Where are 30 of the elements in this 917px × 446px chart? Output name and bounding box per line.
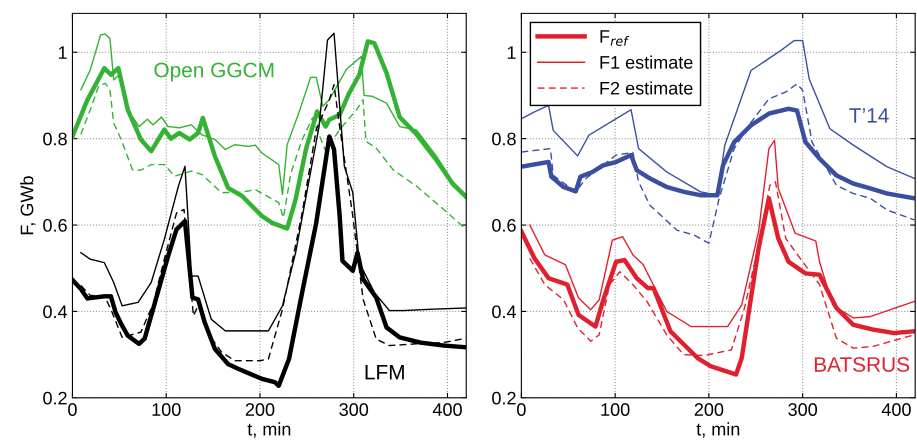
x-tick-label: 0 <box>517 403 526 416</box>
legend-label: F$_{ref}$ <box>600 30 630 46</box>
x-tick-label: 300 <box>788 403 818 416</box>
x-axis-title: t, min <box>696 422 740 438</box>
annotation: BATSRUS <box>814 357 910 372</box>
y-tick-label: 0.6 <box>492 218 516 232</box>
x-axis-title: t, min <box>248 422 290 438</box>
y-tick-label: 0.8 <box>43 132 67 146</box>
y-tick-label: 0.4 <box>492 305 516 318</box>
y-tick-label: 1 <box>58 46 67 59</box>
y-tick-label: 1 <box>508 46 516 59</box>
x-tick-label: 100 <box>601 403 630 416</box>
x-tick-label: 100 <box>152 403 181 416</box>
annotation: LFM <box>366 365 404 380</box>
x-tick-label: 400 <box>432 403 462 416</box>
x-tick-label: 0 <box>68 403 77 416</box>
y-tick-label: 0.2 <box>43 392 67 405</box>
x-tick-label: 200 <box>246 403 274 416</box>
y-tick-label: 0.4 <box>43 305 68 318</box>
annotation: T’14 <box>849 108 889 123</box>
y-axis-title: F, GWb <box>20 176 36 234</box>
x-tick-label: 300 <box>339 403 368 416</box>
x-tick-label: 400 <box>882 403 911 416</box>
y-tick-label: 0.6 <box>43 218 67 232</box>
legend-label: F2 estimate <box>600 81 693 95</box>
y-tick-label: 0.2 <box>492 392 516 405</box>
y-tick-label: 0.8 <box>492 132 516 146</box>
annotation: Open GGCM <box>154 62 274 82</box>
x-tick-label: 200 <box>694 403 724 416</box>
legend-label: F1 estimate <box>600 55 693 69</box>
